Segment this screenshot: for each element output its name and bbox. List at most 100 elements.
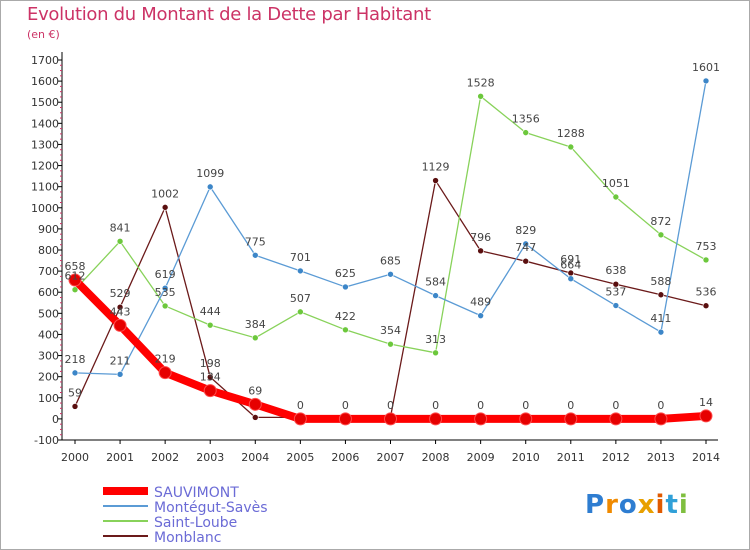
legend-label: SAUVIMONT: [154, 485, 239, 501]
data-label-saint-loube: 872: [650, 215, 671, 228]
data-label-mont-gut-sav-s: 537: [605, 286, 626, 299]
x-tick-label: 2013: [647, 451, 675, 464]
legend-label: Monblanc: [154, 530, 221, 546]
data-label-mont-gut-sav-s: 584: [425, 276, 446, 289]
data-point-sauvimont: [384, 412, 397, 426]
data-label-monblanc: 536: [696, 286, 717, 299]
data-point-sauvimont: [474, 412, 488, 426]
data-label-sauvimont: 0: [387, 399, 394, 412]
data-label-mont-gut-sav-s: 619: [155, 268, 176, 281]
y-tick-label: 1000: [31, 202, 59, 215]
data-point-saint-loube: [567, 143, 575, 151]
y-tick-label: 600: [38, 286, 59, 299]
data-label-sauvimont: 0: [657, 399, 664, 412]
data-label-monblanc: 529: [110, 287, 131, 300]
data-point-saint-loube: [522, 129, 530, 136]
data-point-saint-loube: [116, 238, 124, 245]
y-tick-label: 1700: [31, 54, 59, 67]
data-point-sauvimont: [203, 384, 217, 398]
y-tick-label: 1400: [31, 117, 59, 130]
x-tick-label: 2005: [286, 451, 314, 464]
data-point-sauvimont: [68, 273, 82, 287]
data-point-saint-loube: [612, 193, 620, 201]
data-label-mont-gut-sav-s: 701: [290, 251, 311, 264]
logo-letter: x: [637, 490, 656, 520]
data-point-monblanc: [432, 177, 439, 184]
data-point-monblanc: [612, 280, 620, 288]
data-label-monblanc: 796: [470, 231, 491, 244]
legend-label: Saint-Loube: [154, 515, 237, 531]
data-label-saint-loube: 1051: [602, 177, 630, 190]
data-point-saint-loube: [206, 321, 214, 329]
data-point-sauvimont: [699, 409, 713, 423]
data-label-mont-gut-sav-s: 1601: [692, 61, 720, 74]
data-point-mont-gut-sav-s: [567, 275, 575, 283]
data-label-sauvimont: 219: [155, 353, 176, 366]
data-point-monblanc: [251, 414, 259, 421]
y-tick-label: 0: [52, 413, 59, 426]
data-label-sauvimont: 658: [65, 260, 86, 273]
data-label-sauvimont: 134: [200, 371, 221, 384]
data-point-mont-gut-sav-s: [116, 371, 124, 378]
data-point-saint-loube: [432, 349, 439, 357]
data-label-mont-gut-sav-s: 211: [110, 354, 131, 367]
data-label-saint-loube: 1356: [512, 113, 540, 126]
data-point-sauvimont: [609, 412, 623, 426]
data-label-monblanc: 1129: [422, 161, 450, 174]
data-label-saint-loube: 354: [380, 324, 401, 337]
data-point-sauvimont: [338, 412, 352, 426]
data-point-mont-gut-sav-s: [206, 183, 214, 191]
data-point-mont-gut-sav-s: [612, 302, 620, 309]
y-tick-label: 1500: [31, 96, 59, 109]
data-label-monblanc: 1002: [151, 187, 179, 200]
proxiti-logo: Proxiti: [585, 490, 689, 520]
data-point-monblanc: [477, 247, 484, 255]
data-point-mont-gut-sav-s: [522, 240, 530, 248]
data-label-saint-loube: 1528: [467, 76, 495, 89]
data-point-monblanc: [161, 204, 169, 211]
data-label-saint-loube: 841: [110, 221, 131, 234]
y-tick-label: 800: [38, 244, 59, 257]
data-point-sauvimont: [654, 412, 668, 426]
data-point-saint-loube: [702, 256, 710, 264]
legend-label: Montégut-Savès: [154, 500, 268, 516]
data-label-monblanc: 638: [605, 264, 626, 277]
data-point-sauvimont: [158, 366, 172, 380]
y-tick-label: 300: [38, 350, 59, 363]
data-point-mont-gut-sav-s: [657, 328, 665, 336]
logo-letter: i: [678, 490, 689, 520]
data-label-saint-loube: 1288: [557, 127, 585, 140]
chart-title: Evolution du Montant de la Dette par Hab…: [27, 4, 431, 25]
data-point-sauvimont: [564, 412, 578, 426]
data-point-mont-gut-sav-s: [251, 251, 259, 259]
data-label-sauvimont: 0: [297, 399, 304, 412]
data-label-mont-gut-sav-s: 489: [470, 296, 491, 309]
data-point-mont-gut-sav-s: [161, 284, 169, 292]
data-label-saint-loube: 753: [696, 240, 717, 253]
x-tick-label: 2010: [512, 451, 540, 464]
x-tick-label: 2001: [106, 451, 134, 464]
data-label-mont-gut-sav-s: 411: [650, 312, 671, 325]
data-label-mont-gut-sav-s: 1099: [196, 167, 224, 180]
data-label-sauvimont: 0: [567, 399, 574, 412]
logo-letter: o: [618, 490, 638, 520]
data-point-mont-gut-sav-s: [297, 267, 304, 275]
x-tick-label: 2008: [422, 451, 450, 464]
data-point-saint-loube: [251, 334, 259, 342]
data-point-saint-loube: [387, 340, 394, 348]
data-point-monblanc: [116, 303, 124, 311]
data-label-mont-gut-sav-s: 685: [380, 254, 401, 267]
y-tick-label: 400: [38, 328, 59, 341]
data-label-sauvimont: 0: [342, 399, 349, 412]
data-point-mont-gut-sav-s: [432, 292, 439, 299]
data-label-mont-gut-sav-s: 775: [245, 235, 266, 248]
y-tick-label: -100: [34, 434, 59, 447]
data-label-sauvimont: 0: [612, 399, 619, 412]
y-tick-label: 1200: [31, 160, 59, 173]
x-tick-label: 2000: [61, 451, 89, 464]
data-point-sauvimont: [248, 397, 262, 411]
logo-letter: r: [605, 490, 619, 520]
y-tick-label: 900: [38, 223, 59, 236]
data-label-monblanc: 747: [515, 241, 536, 254]
